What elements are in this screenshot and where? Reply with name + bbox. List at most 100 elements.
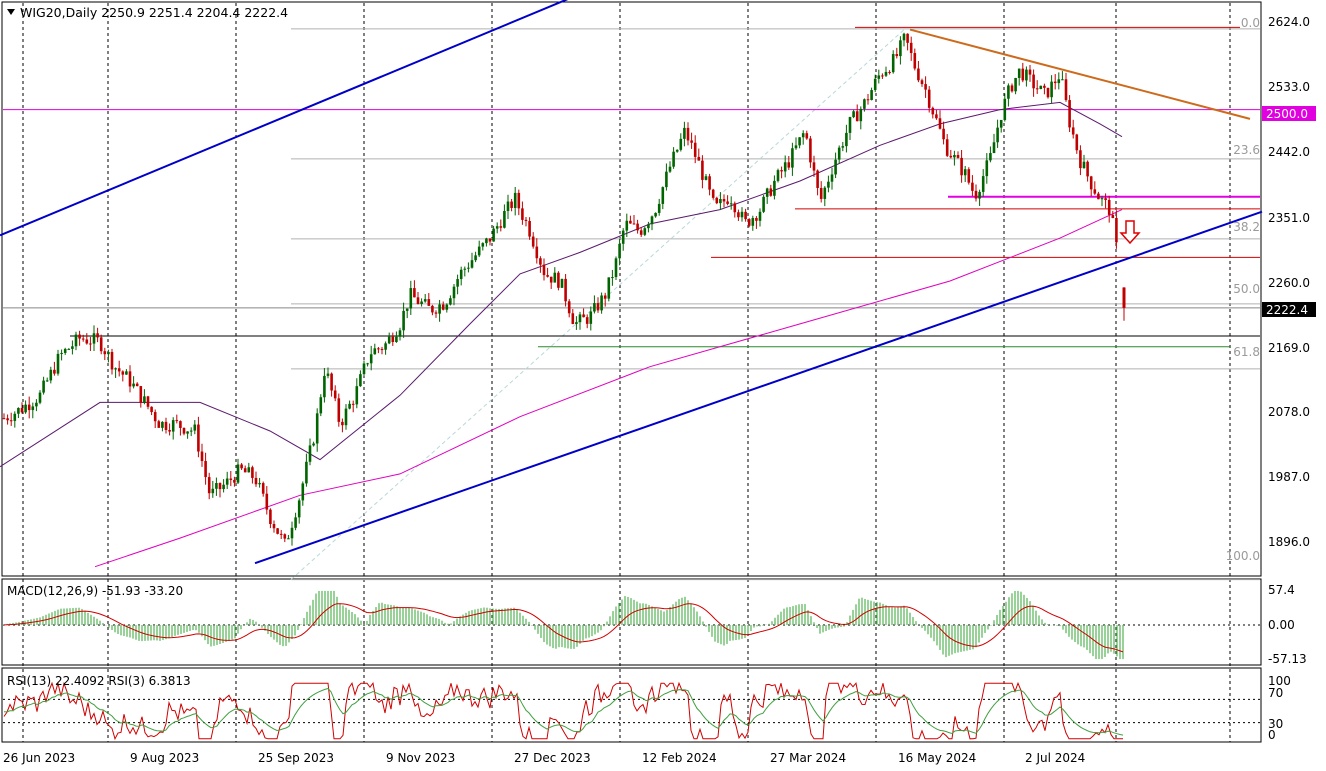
candle-body <box>67 348 71 350</box>
candle-body <box>110 351 114 370</box>
candle-body <box>722 199 726 202</box>
rsi-tick: 0 <box>1268 728 1276 742</box>
candle-body <box>449 298 452 305</box>
candle-body <box>1046 87 1050 98</box>
candle-body <box>290 527 294 539</box>
candle-body <box>737 212 740 218</box>
candle-body <box>571 313 575 324</box>
candle-body <box>164 421 168 431</box>
candle-body <box>654 212 657 217</box>
rsi-tick: 30 <box>1268 717 1283 731</box>
horizontal-levels <box>3 26 1260 348</box>
candle-body <box>726 201 729 204</box>
candle-body <box>261 483 265 494</box>
candle-body <box>218 483 222 490</box>
menu-triangle-icon[interactable] <box>7 9 15 15</box>
rsi3-line <box>3 681 1123 741</box>
candle-body <box>798 137 801 146</box>
candle-body <box>189 430 193 432</box>
fib-diagonal <box>290 28 906 580</box>
candle-body <box>978 191 981 199</box>
candle-body <box>272 523 276 529</box>
candle-body <box>877 75 881 79</box>
candle-body <box>74 334 78 347</box>
candle-body <box>452 286 456 299</box>
candle-body <box>809 138 812 163</box>
candle-body <box>20 407 24 413</box>
candle-body <box>510 201 513 208</box>
date-label: 27 Dec 2023 <box>514 751 591 765</box>
candle-body <box>283 534 287 539</box>
candle-body <box>643 228 647 235</box>
candle-body <box>193 424 197 431</box>
candle-body <box>942 128 945 140</box>
candle-body <box>636 223 639 231</box>
date-label: 27 Mar 2024 <box>770 751 846 765</box>
candle-body <box>1039 85 1043 90</box>
macd-indicator <box>3 590 1260 660</box>
candle-body <box>1003 98 1007 120</box>
rsi-panel-frame <box>1 667 1262 743</box>
candle-body <box>848 117 852 133</box>
candle-body <box>168 430 171 432</box>
date-label: 9 Aug 2023 <box>130 751 199 765</box>
candle-body <box>330 373 333 391</box>
candle-body <box>312 443 315 446</box>
candle-body <box>1061 79 1064 81</box>
candle-body <box>560 278 564 288</box>
rsi-axis: 100 70 30 0 <box>1268 674 1291 742</box>
candle-body <box>420 301 423 304</box>
candle-body <box>791 148 794 168</box>
candle-body <box>348 403 351 409</box>
candle-body <box>477 246 481 256</box>
candle-body <box>542 264 546 276</box>
candle-body <box>639 230 643 235</box>
down-arrow-icon <box>1119 220 1141 245</box>
candle-body <box>323 375 326 398</box>
candle-body <box>553 272 557 283</box>
candle-body <box>582 314 585 318</box>
candle-body <box>1115 218 1118 243</box>
candle-body <box>535 246 539 259</box>
trend-lines <box>0 0 1263 565</box>
candle-body <box>251 467 254 478</box>
candle-body <box>139 386 143 404</box>
candle-body <box>794 145 798 149</box>
candle-body <box>1064 79 1068 101</box>
candle-body <box>254 477 258 485</box>
candle-body <box>823 187 827 199</box>
candle-body <box>481 243 485 247</box>
candle-body <box>819 187 823 199</box>
candle-body <box>1097 193 1100 200</box>
candle-body <box>175 420 179 422</box>
candle-body <box>13 413 17 421</box>
candle-body <box>575 322 578 324</box>
candle-body <box>279 533 283 535</box>
candle-body <box>1053 81 1057 84</box>
candle-body <box>42 380 45 393</box>
candle-body <box>1021 68 1025 81</box>
candle-body <box>71 346 74 349</box>
candle-body <box>985 160 989 177</box>
candle-body <box>265 493 269 510</box>
candle-body <box>1071 127 1075 135</box>
rsi13-line <box>3 687 1124 736</box>
candle-body <box>161 421 164 428</box>
candle-body <box>269 509 272 524</box>
candle-body <box>521 208 524 220</box>
candle-body <box>1043 85 1046 88</box>
candle-body <box>812 162 816 171</box>
candle-body <box>996 127 999 143</box>
candle-body <box>35 402 38 407</box>
candle-body <box>45 380 49 382</box>
candle-body <box>107 351 110 355</box>
candle-body <box>1086 161 1089 177</box>
candle-body <box>182 427 186 434</box>
candle-body <box>981 176 985 192</box>
candle-body <box>128 371 132 387</box>
candle-body <box>693 142 697 157</box>
candle-body <box>60 352 63 354</box>
macd-label: MACD(12,26,9) -51.93 -33.20 <box>7 584 183 598</box>
date-label: 12 Feb 2024 <box>642 751 717 765</box>
